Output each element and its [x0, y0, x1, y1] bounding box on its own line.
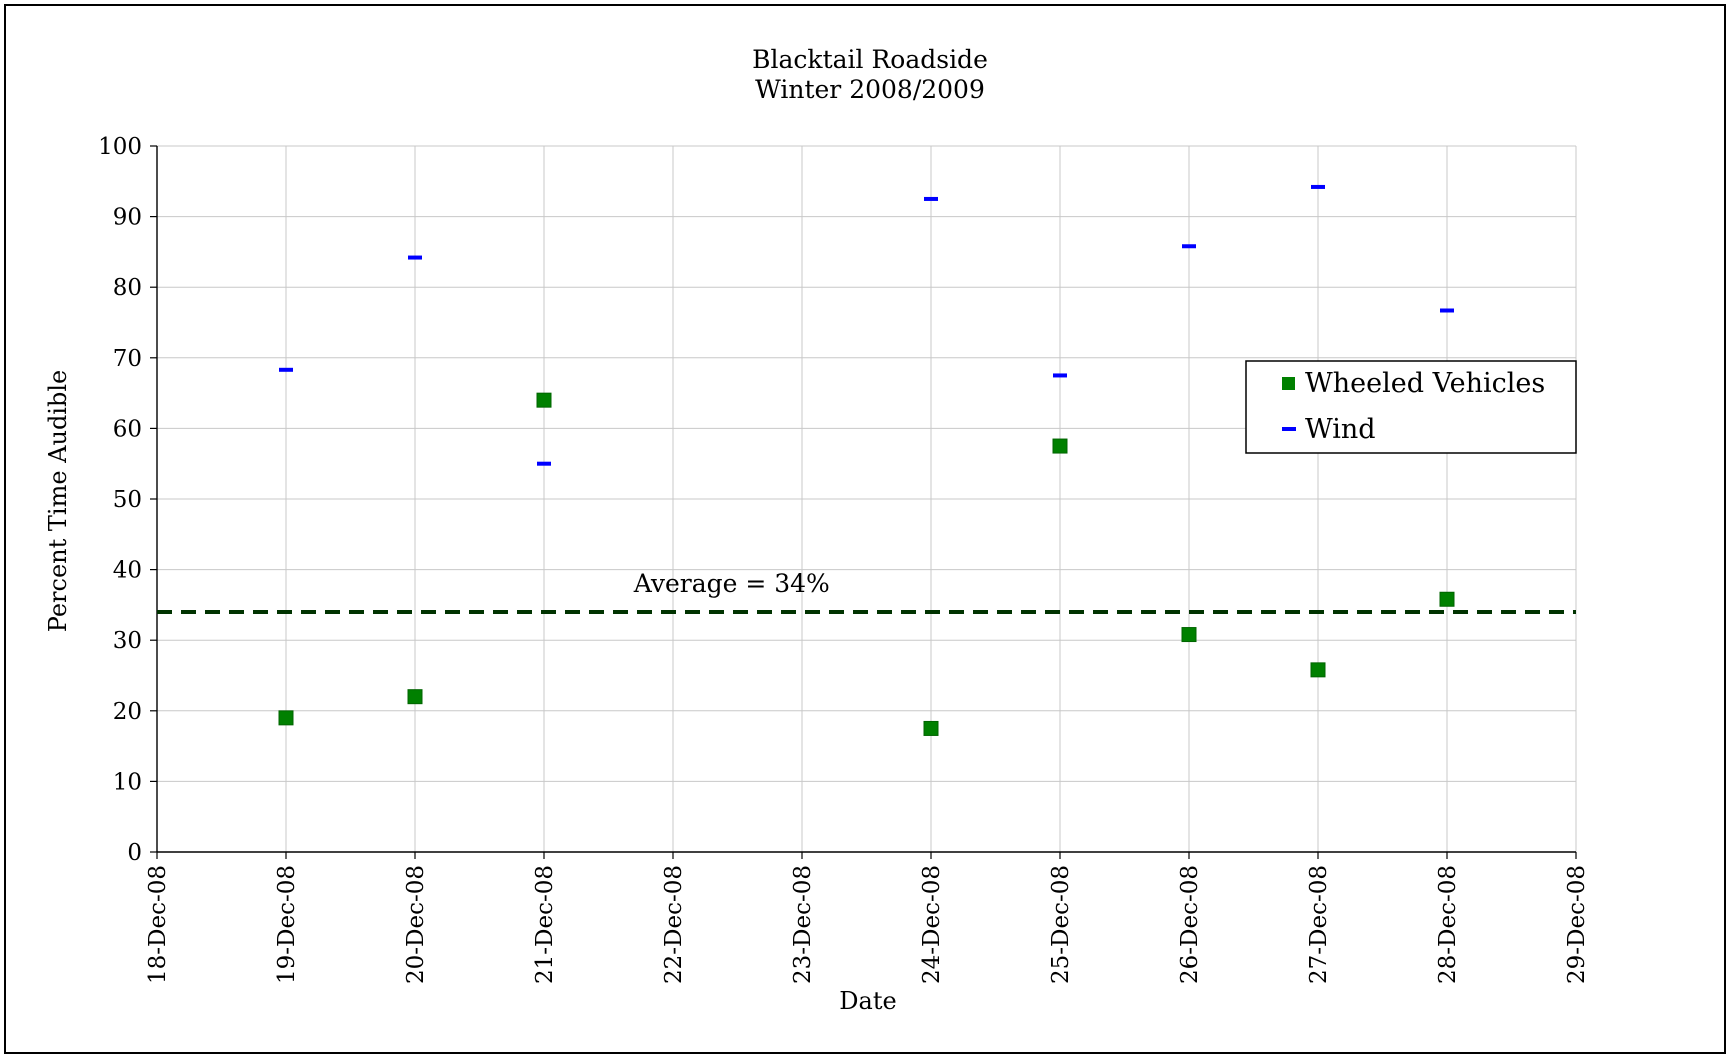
x-axis-label: Date — [839, 987, 896, 1015]
point-wheeled-vehicles — [278, 710, 294, 726]
y-tick-label: 10 — [113, 769, 142, 795]
legend: Wheeled Vehicles Wind — [1245, 360, 1577, 454]
x-tick-label: 27-Dec-08 — [1306, 865, 1332, 984]
y-tick-label: 30 — [113, 628, 142, 654]
chart-subtitle: Winter 2008/2009 — [755, 75, 985, 104]
point-wind — [279, 367, 293, 372]
y-tick-label: 40 — [113, 558, 142, 584]
x-tick-label: 24-Dec-08 — [919, 865, 945, 984]
point-wind — [1182, 244, 1196, 249]
y-tick-label: 70 — [113, 346, 142, 372]
point-wheeled-vehicles — [536, 392, 552, 408]
y-tick-label: 50 — [113, 487, 142, 513]
y-tick-label: 100 — [98, 134, 142, 160]
point-wind — [1440, 308, 1454, 313]
legend-label-wind: Wind — [1305, 414, 1376, 445]
x-tick-label: 19-Dec-08 — [274, 865, 300, 984]
legend-label-wheeled-vehicles: Wheeled Vehicles — [1305, 368, 1545, 399]
point-wheeled-vehicles — [1052, 438, 1068, 454]
average-label: Average = 34% — [633, 569, 830, 598]
point-wind — [408, 255, 422, 260]
y-tick-label: 80 — [113, 275, 142, 301]
grid-lines — [157, 145, 1577, 852]
point-wheeled-vehicles — [1310, 662, 1326, 678]
point-wheeled-vehicles — [407, 689, 423, 705]
scatter-chart: 18-Dec-08 19-Dec-08 20-Dec-08 21-Dec-08 22-D… — [44, 45, 1590, 1015]
y-tick-label: 0 — [127, 840, 142, 866]
point-wind — [537, 461, 551, 466]
legend-swatch-wheeled-vehicles — [1282, 377, 1295, 390]
point-wind — [1053, 373, 1067, 378]
x-tick-label: 22-Dec-08 — [661, 865, 687, 984]
average-reference: Average = 34% — [157, 569, 1576, 614]
x-tick-label: 23-Dec-08 — [790, 865, 816, 984]
y-axis-label: Percent Time Audible — [44, 370, 72, 632]
x-tick-label: 20-Dec-08 — [403, 865, 429, 984]
point-wheeled-vehicles — [923, 720, 939, 736]
point-wind — [924, 196, 938, 201]
y-tick-label: 60 — [113, 416, 142, 442]
x-tick-label: 29-Dec-08 — [1564, 865, 1590, 984]
x-tick-label: 28-Dec-08 — [1435, 865, 1461, 984]
y-tick-label: 20 — [113, 699, 142, 725]
chart-frame: 18-Dec-08 19-Dec-08 20-Dec-08 21-Dec-08 22-D… — [4, 4, 1726, 1054]
data-marks — [278, 184, 1455, 736]
legend-box — [1245, 360, 1577, 454]
y-tick-label: 90 — [113, 205, 142, 231]
point-wheeled-vehicles — [1439, 591, 1455, 607]
chart-title: Blacktail Roadside — [752, 45, 988, 74]
legend-swatch-wind — [1282, 427, 1296, 431]
axes: 18-Dec-08 19-Dec-08 20-Dec-08 21-Dec-08 22-D… — [98, 134, 1590, 984]
point-wind — [1311, 184, 1325, 189]
x-tick-label: 26-Dec-08 — [1177, 865, 1203, 984]
x-tick-label: 21-Dec-08 — [532, 865, 558, 984]
point-wheeled-vehicles — [1181, 627, 1197, 643]
x-tick-label: 25-Dec-08 — [1048, 865, 1074, 984]
x-tick-label: 18-Dec-08 — [145, 865, 171, 984]
